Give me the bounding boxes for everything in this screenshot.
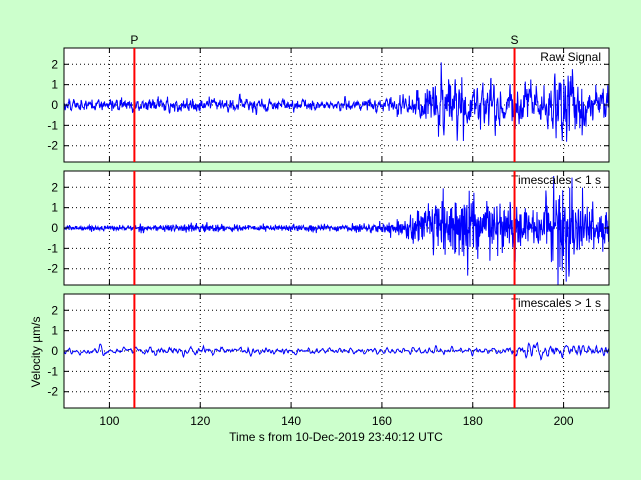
x-tick-label: 180 (463, 414, 483, 428)
panel-3: 2 1 0 -1 -2 100 120 140 160 180 200 Timescales > 1 … (47, 293, 610, 428)
signal-trace (63, 341, 610, 361)
y-tick-label: -2 (47, 262, 58, 276)
y-tick-label: 2 (51, 303, 58, 317)
y-tick-label: -2 (47, 139, 58, 153)
y-tick-label: 1 (51, 78, 58, 92)
y-tick-label: 1 (51, 324, 58, 338)
y-tick-label: 2 (51, 180, 58, 194)
y-tick-label: 2 (51, 57, 58, 71)
y-tick-label: -1 (47, 241, 58, 255)
signal-trace (63, 175, 610, 286)
panel-label: Timescales > 1 s (511, 296, 601, 310)
x-axis-title: Time s from 10-Dec-2019 23:40:12 UTC (229, 430, 443, 444)
panel-label: Timescales < 1 s (511, 173, 601, 187)
y-tick-label: 1 (51, 201, 58, 215)
x-tick-label: 120 (190, 414, 210, 428)
x-tick-label: 200 (554, 414, 574, 428)
phase-marker-label: S (511, 33, 519, 47)
y-tick-label: 0 (51, 98, 58, 112)
y-tick-label: -1 (47, 364, 58, 378)
y-tick-label: 0 (51, 221, 58, 235)
y-axis-title: Velocity µm/s (29, 317, 43, 388)
x-tick-label: 160 (372, 414, 392, 428)
panel-label: Raw Signal (540, 50, 601, 64)
x-tick-label: 100 (99, 414, 119, 428)
phase-marker-label: P (130, 33, 138, 47)
panel-1: 2 1 0 -1 -2 Raw Signal (47, 47, 610, 163)
y-tick-label: -1 (47, 118, 58, 132)
signal-trace (63, 62, 610, 142)
x-tick-label: 140 (281, 414, 301, 428)
y-tick-label: -2 (47, 385, 58, 399)
y-tick-label: 0 (51, 344, 58, 358)
panel-2: 2 1 0 -1 -2 Timescales < 1 s (47, 170, 610, 286)
panels-layer: 2 1 0 -1 -2 Raw Signal 2 1 0 -1 -2 Timescales < 1 s… (47, 47, 610, 428)
